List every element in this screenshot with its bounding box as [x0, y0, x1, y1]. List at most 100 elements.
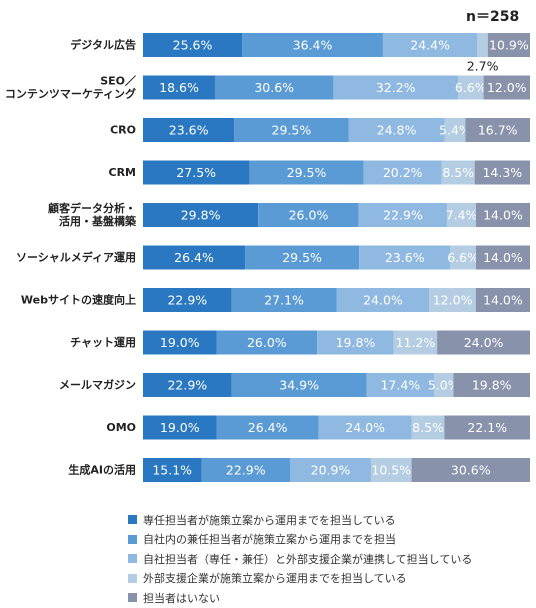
data-label: 24.4% — [410, 38, 450, 53]
bar-segment — [475, 245, 530, 270]
bar-segment — [444, 415, 530, 440]
data-label: 12.0% — [487, 80, 527, 95]
data-label: 6.6% — [455, 80, 487, 95]
category-label: CRM — [109, 166, 137, 179]
category-label: メールマガジン — [59, 378, 136, 392]
data-label: 22.9% — [167, 378, 207, 393]
data-label: 7.4% — [446, 208, 478, 223]
bar-segment — [143, 75, 215, 100]
data-label: 14.0% — [483, 250, 523, 265]
data-label: 19.0% — [160, 335, 200, 350]
legend-swatch — [128, 593, 137, 603]
bar-segment — [143, 160, 250, 185]
data-label: 16.7% — [478, 123, 518, 138]
bar-segment — [143, 458, 202, 482]
bar-segment — [231, 288, 337, 312]
bar-segment — [143, 203, 259, 227]
bar-segment — [447, 203, 476, 227]
data-label: 6.6% — [447, 250, 479, 265]
bar-segment — [411, 415, 445, 440]
data-label: 24.0% — [363, 293, 403, 308]
category-label: OMO — [106, 421, 136, 434]
data-label: 22.9% — [167, 293, 207, 308]
data-label: 24.0% — [464, 335, 504, 350]
bar-segment — [234, 118, 349, 142]
bar-segment — [143, 373, 232, 397]
bar-segment — [258, 203, 359, 227]
data-label: 20.2% — [383, 165, 423, 180]
bar-segment — [249, 160, 364, 185]
bar-segment — [465, 118, 530, 142]
bar-segment — [359, 245, 451, 270]
stacked-bar-chart: デジタル広告 25.6% 36.4% 24.4% 2.7% 10.9% SEO／コンテンツマ… — [5, 33, 530, 482]
data-label: 32.2% — [376, 80, 416, 95]
data-label: 29.5% — [272, 123, 312, 138]
data-label: 19.8% — [336, 335, 376, 350]
data-label: 24.0% — [345, 420, 385, 435]
legend-label: 専任担当者が施策立案から運用までを担当している — [143, 513, 396, 527]
data-label: 29.8% — [181, 208, 221, 223]
bar-segment — [317, 330, 394, 355]
bar-segment — [429, 288, 476, 312]
data-label: 36.4% — [293, 38, 333, 53]
data-label: 10.9% — [489, 38, 529, 53]
data-label: 22.9% — [226, 463, 266, 478]
bar-segment — [437, 330, 530, 355]
data-label: 22.1% — [467, 420, 507, 435]
legend-label: 自社担当者（専任・兼任）と外部支援企業が連携して担当している — [143, 552, 473, 566]
data-label: 5.0% — [428, 378, 460, 393]
legend-item: 自社担当者（専任・兼任）と外部支援企業が連携して担当している — [128, 549, 472, 569]
data-label: 30.6% — [254, 80, 294, 95]
legend-item: 自社内の兼任担当者が施策立案から運用までを担当 — [128, 530, 472, 550]
data-label: 26.4% — [248, 420, 288, 435]
bar-segment — [214, 75, 334, 100]
bar-segment — [231, 373, 367, 397]
data-label: 14.0% — [483, 293, 523, 308]
data-label: 29.5% — [287, 165, 327, 180]
bar-segment — [363, 160, 442, 185]
category-label: CRO — [110, 124, 136, 137]
legend-swatch — [128, 573, 137, 583]
data-label: 23.6% — [169, 123, 209, 138]
bar-segment — [477, 33, 488, 57]
bar-segment — [201, 458, 291, 482]
bar-segment — [245, 245, 360, 270]
data-label: 8.5% — [442, 165, 474, 180]
data-label: 27.5% — [176, 165, 216, 180]
bar-segment — [458, 75, 484, 100]
legend-label: 外部支援企業が施策立案から運用までを担当している — [143, 572, 407, 586]
data-label: 14.0% — [483, 208, 523, 223]
data-label: 11.2% — [396, 335, 436, 350]
legend-label: 担当者はいない — [143, 591, 220, 605]
data-label: 24.8% — [377, 123, 417, 138]
bar-segment — [444, 118, 466, 142]
bar-segment — [348, 118, 445, 142]
data-label: 22.9% — [383, 208, 423, 223]
data-label: 27.1% — [264, 293, 304, 308]
data-label: 10.5% — [371, 463, 411, 478]
data-label: 26.0% — [247, 335, 287, 350]
category-label: コンテンツマーケティング — [5, 87, 136, 101]
category-label: チャット運用 — [70, 336, 136, 349]
data-label: 26.4% — [174, 250, 214, 265]
category-label: Webサイトの速度向上 — [21, 293, 136, 307]
data-label: 8.5% — [412, 420, 444, 435]
bar-segment — [450, 245, 476, 270]
data-label: 2.7% — [467, 59, 499, 74]
data-label: 19.0% — [160, 420, 200, 435]
legend-swatch — [128, 515, 137, 525]
bar-segment — [358, 203, 448, 227]
bar-segment — [453, 373, 530, 397]
data-label: 5.4% — [439, 123, 471, 138]
data-label: 23.6% — [385, 250, 425, 265]
data-label: 19.8% — [472, 378, 512, 393]
bar-segment — [475, 203, 530, 227]
bar-segment — [475, 288, 530, 312]
category-label: 顧客データ分析・ — [48, 201, 136, 215]
bar-segment — [143, 330, 217, 355]
bar-segment — [411, 458, 530, 482]
data-label: 29.5% — [282, 250, 322, 265]
bar-segment — [143, 33, 243, 57]
bar-segment — [216, 415, 319, 440]
data-label: 18.6% — [159, 80, 199, 95]
